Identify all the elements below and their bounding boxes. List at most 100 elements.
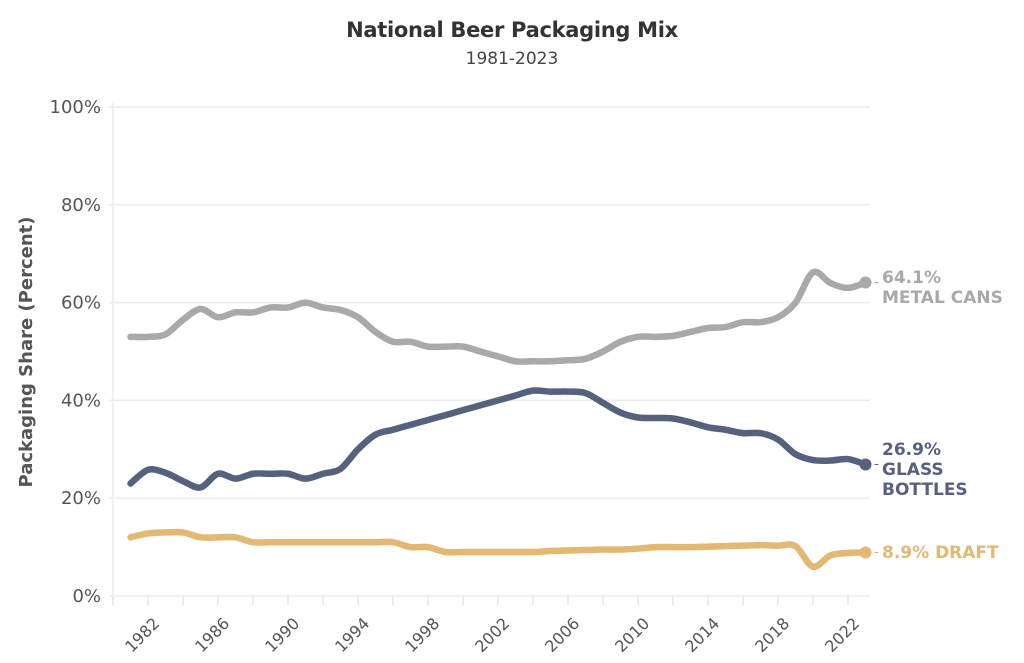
data-point-metal-cans [757,319,763,325]
data-point-metal-cans [425,343,431,349]
y-axis-label: Packaging Share (Percent) [16,217,37,488]
data-point-glass-bottles [250,471,256,477]
data-point-glass-bottles [635,414,641,420]
data-point-draft [337,539,343,545]
data-point-metal-cans [250,309,256,315]
x-tick-label: 1998 [401,614,443,656]
y-tick-label: 60% [61,293,101,314]
x-tick-label: 2018 [751,614,793,656]
data-point-glass-bottles [512,392,518,398]
y-tick-label: 0% [72,586,101,607]
data-point-metal-cans [285,304,291,310]
data-point-glass-bottles [477,402,483,408]
chart-title: National Beer Packaging Mix [346,18,678,42]
data-point-glass-bottles [372,431,378,437]
data-point-draft [460,549,466,555]
data-point-glass-bottles [845,456,851,462]
data-point-glass-bottles [600,400,606,406]
data-point-glass-bottles [180,478,186,484]
axes: 0% 20% 40% 60% 80% 100% 1982 1986 1990 1994 1998 20… [50,97,864,656]
series-lines [127,268,872,570]
data-point-draft [740,542,746,548]
data-point-draft [180,529,186,535]
end-name-label-metal-cans: METAL CANS [882,288,1003,308]
data-point-draft [512,549,518,555]
data-point-metal-cans [407,339,413,345]
data-point-metal-cans [810,269,816,275]
data-point-metal-cans [372,329,378,335]
data-point-glass-bottles [215,471,221,477]
data-point-draft [355,539,361,545]
data-point-draft [582,547,588,553]
data-point-metal-cans [617,339,623,345]
data-point-metal-cans [705,325,711,331]
data-point-glass-bottles [565,388,571,394]
data-point-draft [635,545,641,551]
data-point-glass-bottles [232,475,238,481]
data-point-metal-cans [390,339,396,345]
data-point-draft [267,539,273,545]
data-point-draft [792,543,798,549]
data-point-metal-cans [145,334,151,340]
data-point-draft [232,534,238,540]
data-point-draft [845,550,851,556]
data-point-draft [320,539,326,545]
data-point-draft [757,542,763,548]
end-value-label-metal-cans: 64.1% [882,268,941,288]
data-point-glass-bottles [442,412,448,418]
end-name-label-glass-bottles: BOTTLES [882,480,968,500]
data-point-glass-bottles [162,470,168,476]
data-point-glass-bottles [740,430,746,436]
data-point-glass-bottles [617,409,623,415]
data-point-glass-bottles [127,480,133,486]
data-point-metal-cans [197,306,203,312]
data-point-draft [775,542,781,548]
data-point-glass-bottles [827,457,833,463]
data-point-draft [530,549,536,555]
data-point-metal-cans [162,331,168,337]
y-tick-label: 100% [50,97,101,118]
data-point-glass-bottles [145,467,151,473]
data-point-draft [687,544,693,550]
data-point-metal-cans [845,285,851,291]
x-tick-label: 1990 [261,614,303,656]
data-point-metal-cans [775,314,781,320]
data-point-metal-cans [530,358,536,364]
data-point-draft [285,539,291,545]
data-point-glass-bottles [652,415,658,421]
end-marker-glass-bottles [859,458,872,471]
data-point-metal-cans [565,357,571,363]
end-marker-metal-cans [859,276,872,289]
data-point-glass-bottles [267,471,273,477]
chart-subtitle: 1981-2023 [465,49,559,69]
data-point-glass-bottles [530,387,536,393]
data-point-metal-cans [215,314,221,320]
data-point-draft [390,539,396,545]
data-point-draft [425,544,431,550]
data-point-metal-cans [477,348,483,354]
data-point-glass-bottles [757,430,763,436]
data-point-glass-bottles [407,422,413,428]
x-tick-label: 1994 [331,614,373,656]
data-point-glass-bottles [390,427,396,433]
x-tick-label: 2006 [541,614,583,656]
data-point-draft [652,544,658,550]
x-tick-label: 2002 [471,614,513,656]
data-point-glass-bottles [285,471,291,477]
data-point-glass-bottles [320,471,326,477]
data-point-draft [145,530,151,536]
data-point-draft [250,539,256,545]
end-label-draft: 8.9% DRAFT [882,543,999,563]
data-point-glass-bottles [302,475,308,481]
data-point-draft [617,546,623,552]
data-point-draft [670,544,676,550]
data-point-metal-cans [792,299,798,305]
data-point-glass-bottles [547,388,553,394]
data-point-draft [705,543,711,549]
data-point-glass-bottles [687,419,693,425]
data-point-metal-cans [635,334,641,340]
data-point-draft [827,552,833,558]
data-point-metal-cans [600,348,606,354]
